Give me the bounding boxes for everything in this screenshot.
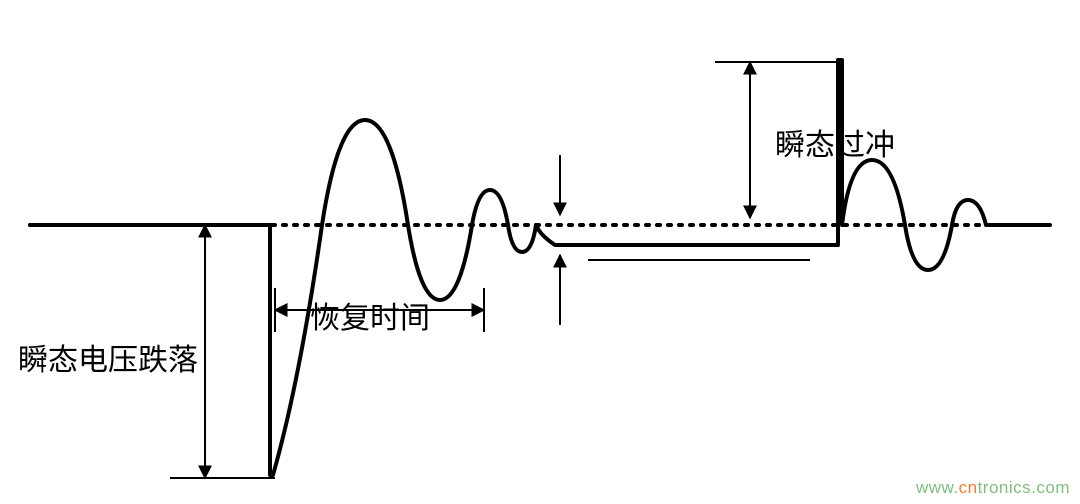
voltage-dip-label: 瞬态电压跌落: [18, 335, 198, 379]
watermark-part2: cn: [959, 478, 978, 497]
watermark: www.cntronics.com: [916, 478, 1070, 498]
watermark-part3: tronics.com: [978, 478, 1070, 497]
overshoot-label: 瞬态过冲: [775, 120, 895, 164]
transient-response-diagram: [0, 0, 1080, 504]
transient-waveform: [30, 60, 1050, 475]
watermark-part1: www.: [916, 478, 959, 497]
recovery-time-label: 恢复时间: [310, 293, 430, 337]
